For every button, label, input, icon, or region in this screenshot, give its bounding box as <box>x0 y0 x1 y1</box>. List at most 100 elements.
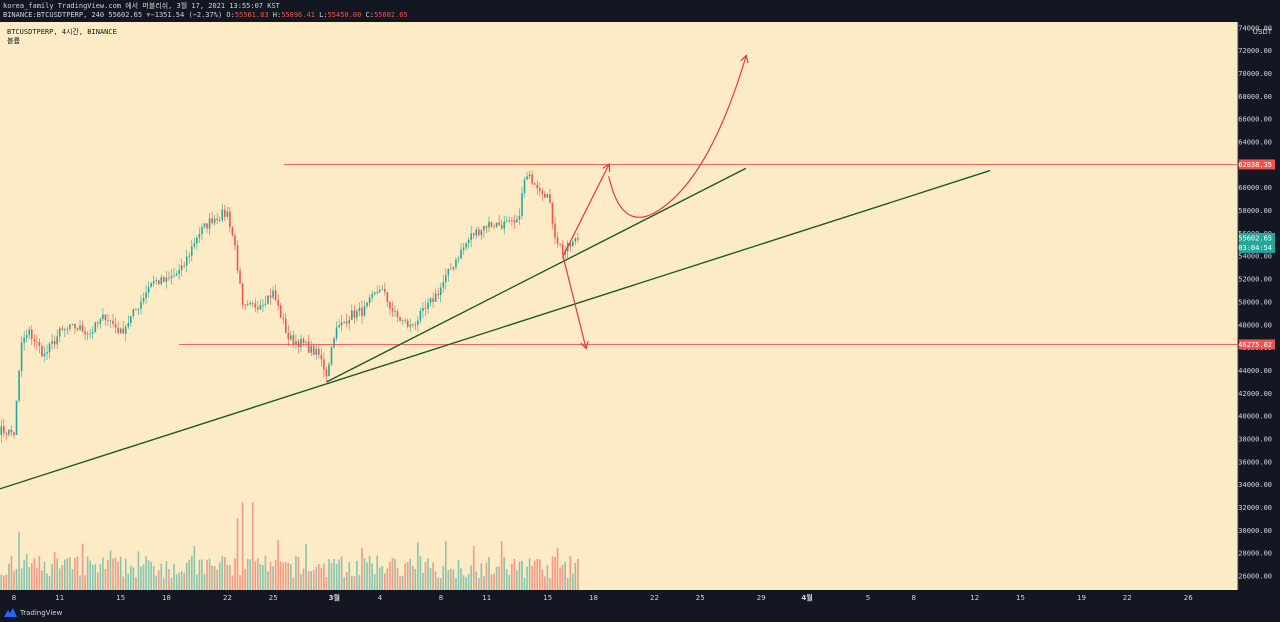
volume-bar <box>132 567 135 590</box>
volume-bar <box>97 572 99 590</box>
candle <box>119 328 122 333</box>
candle <box>556 237 559 244</box>
candle <box>292 335 295 345</box>
tradingview-logo[interactable]: TradingView <box>4 608 62 617</box>
volume-bar <box>335 564 338 590</box>
volume-bar <box>58 568 61 590</box>
candle <box>137 308 140 310</box>
candle <box>351 310 353 320</box>
volume-bar <box>145 556 147 590</box>
price-chart[interactable]: 26000.00 28000.00 30000.00 32000.00 34000.00… <box>0 22 1280 604</box>
volume-bar <box>452 569 455 590</box>
candle <box>516 219 518 223</box>
trendline <box>326 167 747 383</box>
volume-bar <box>317 564 320 590</box>
volume-bar <box>419 556 422 590</box>
volume-bar <box>142 564 145 590</box>
volume-bar <box>127 573 130 590</box>
candle <box>20 342 23 371</box>
y-tick-label: 70000.00 <box>1238 70 1272 78</box>
volume-bar <box>462 575 465 590</box>
candle <box>43 353 46 357</box>
candle <box>264 303 267 305</box>
candle <box>429 298 432 303</box>
volume-bar <box>549 578 551 590</box>
candle <box>160 277 163 285</box>
volume-bar <box>465 577 467 590</box>
candle <box>396 311 399 317</box>
candle <box>97 322 99 324</box>
candle <box>569 243 572 247</box>
volume-bar <box>414 569 417 590</box>
candle <box>495 222 498 227</box>
candle <box>345 321 348 324</box>
candle <box>422 308 424 311</box>
volume-bar <box>147 560 150 590</box>
candle <box>500 224 503 229</box>
volume-bar <box>330 563 333 590</box>
volume-bar <box>63 559 66 590</box>
volume-bar <box>279 561 282 590</box>
volume-bar <box>310 571 312 590</box>
volume-bar <box>427 557 429 590</box>
volume-bar <box>368 555 371 590</box>
candle <box>58 328 61 337</box>
volume-bar <box>257 558 259 590</box>
x-tick-label: 25 <box>696 594 705 602</box>
y-tick-label: 28000.00 <box>1238 550 1272 558</box>
candle <box>130 315 132 324</box>
volume-bar <box>137 551 140 590</box>
volume-bar <box>211 565 213 590</box>
y-tick-label: 74000.00 <box>1238 24 1272 32</box>
candle <box>460 249 462 259</box>
volume-bar <box>422 572 424 590</box>
x-tick-label: 4 <box>378 594 383 602</box>
y-tick-label: 72000.00 <box>1238 47 1272 55</box>
volume-bar <box>490 574 493 590</box>
volume-bar <box>30 563 33 590</box>
volume-bar <box>33 558 36 590</box>
volume-bar <box>528 558 531 590</box>
candle <box>541 190 544 194</box>
candle <box>155 280 158 282</box>
volume-bar <box>302 568 305 590</box>
volume-bar <box>561 564 564 590</box>
volume-bar <box>358 574 361 590</box>
candle <box>51 341 53 344</box>
candle <box>498 222 500 225</box>
candle <box>287 333 290 340</box>
candle <box>236 245 239 271</box>
bar-countdown-label: 03:04:54 <box>1238 244 1272 252</box>
volume-bar <box>203 573 206 590</box>
candle <box>267 295 269 304</box>
y-tick-label: 54000.00 <box>1238 253 1272 261</box>
volume-bar <box>312 569 315 590</box>
symbol-price: BINANCE:BTCUSDTPERP, 240 55602.65 <box>3 11 143 19</box>
candle <box>508 219 511 221</box>
chart-area[interactable]: 26000.00 28000.00 30000.00 32000.00 34000.00… <box>0 22 1280 604</box>
candle <box>531 174 533 184</box>
volume-bar <box>259 564 262 590</box>
candle <box>262 304 264 306</box>
candle <box>518 215 521 220</box>
candle <box>84 331 86 335</box>
candle <box>538 188 541 191</box>
volume-bar <box>467 574 470 590</box>
volume-bar <box>36 568 38 590</box>
x-tick-label: 5 <box>866 594 870 602</box>
x-tick-label: 8 <box>12 594 16 602</box>
volume-bar <box>86 556 89 590</box>
volume-bar <box>571 573 574 590</box>
candle <box>378 290 381 293</box>
candle <box>330 346 333 365</box>
candle <box>216 218 218 221</box>
candle <box>478 229 480 236</box>
volume-bar <box>411 565 414 590</box>
candle <box>305 341 307 343</box>
candle <box>56 336 58 345</box>
trendline <box>0 169 991 490</box>
candles <box>0 170 579 443</box>
y-axis-unit: USDT <box>1253 28 1273 36</box>
volume-bar <box>190 556 193 590</box>
volume-bar <box>381 565 384 590</box>
